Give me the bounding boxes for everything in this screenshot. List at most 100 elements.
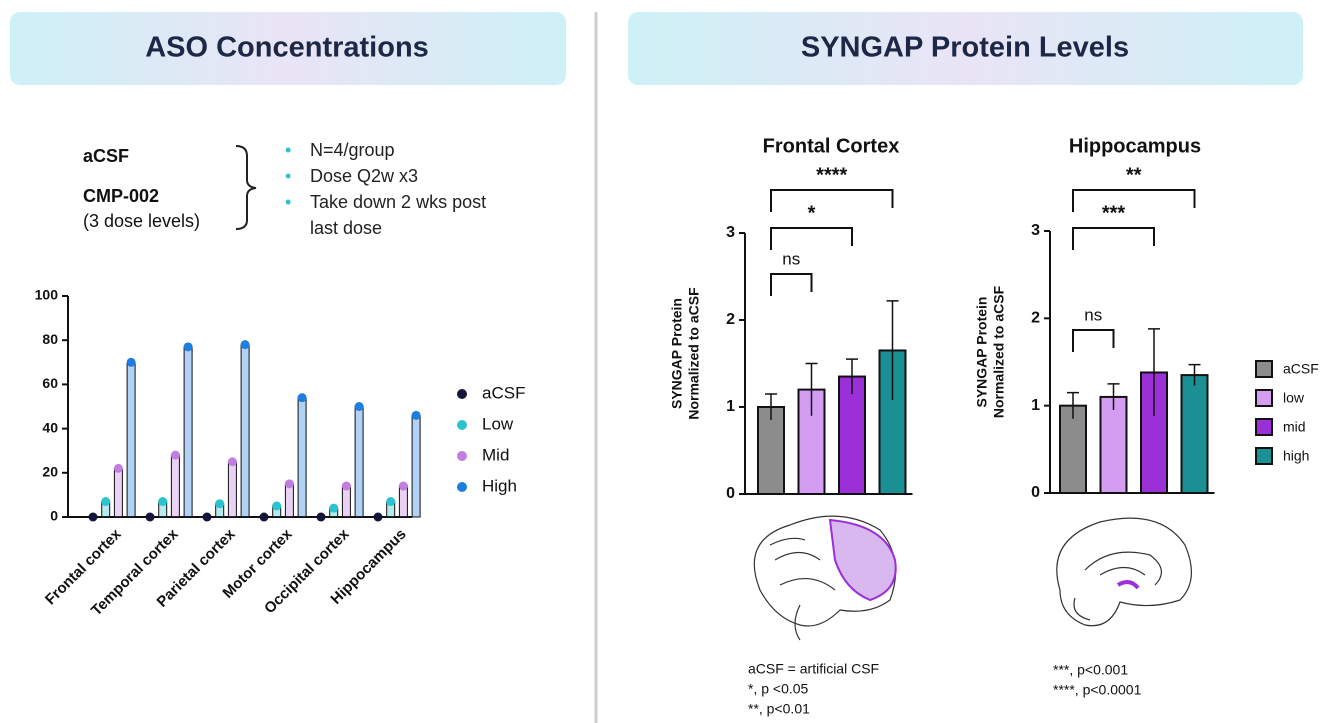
legend-marker (457, 389, 467, 399)
significance-bracket (770, 273, 813, 296)
y-tick-label: 2 (726, 311, 735, 328)
y-tick-label: 0 (1031, 484, 1040, 501)
bar-dot (297, 393, 307, 403)
bar-dot (398, 481, 408, 491)
bar (1099, 395, 1128, 494)
bar-dot (88, 512, 98, 522)
y-axis-label: SYNGAP Protein (669, 298, 685, 409)
bar-dot (126, 357, 136, 367)
footnote: ****, p<0.0001 (1053, 682, 1142, 698)
bar (878, 349, 907, 496)
bar (183, 346, 193, 518)
bar-dot (215, 499, 225, 509)
bar-dot (158, 497, 168, 507)
bar-dot (259, 512, 269, 522)
y-tick-label: 20 (42, 464, 58, 480)
brain-lateral (753, 515, 897, 641)
brain-sagittal (1056, 517, 1192, 627)
chart-title: Frontal Cortex (763, 135, 900, 157)
group-label: aCSF (83, 146, 129, 166)
footnote: ***, p<0.001 (1053, 662, 1128, 678)
significance-bracket (1072, 329, 1115, 352)
legend-label: Mid (482, 445, 509, 464)
y-tick-label: 3 (726, 224, 735, 241)
y-tick-label: 60 (42, 375, 58, 391)
bar (341, 485, 351, 518)
y-tick-label: 0 (726, 485, 735, 502)
legend-swatch (1255, 389, 1273, 407)
legend-label: mid (1283, 419, 1306, 435)
bar-dot (170, 450, 180, 460)
significance-bracket (1072, 227, 1155, 250)
y-tick-label: 3 (1031, 222, 1040, 239)
error-bar (1148, 328, 1160, 417)
bar-dot (411, 410, 421, 420)
bar (297, 397, 307, 518)
bar (284, 483, 294, 518)
bar-dot (341, 481, 351, 491)
legend-label: high (1283, 448, 1309, 464)
brace (235, 145, 257, 230)
bullet-list: N=4/group Dose Q2w x3 Take down 2 wks po… (285, 137, 495, 241)
bar (838, 375, 866, 495)
bar-dot (272, 501, 282, 511)
y-axis-label: Normalized to aCSF (686, 287, 702, 420)
legend-marker (457, 420, 467, 430)
legend-label: low (1283, 390, 1305, 406)
bar-dot (373, 512, 383, 522)
bar-dot (316, 512, 326, 522)
bar-dot (354, 402, 364, 411)
legend-label: Low (482, 414, 514, 433)
bar (354, 406, 364, 518)
bar (113, 467, 123, 518)
significance-label: **** (816, 164, 847, 186)
legend-swatch (1255, 418, 1273, 436)
legend-label: High (482, 476, 517, 495)
error-bar (765, 393, 777, 421)
significance-bracket (770, 189, 894, 212)
bar-dot (101, 497, 111, 507)
significance-bracket (1072, 189, 1196, 212)
y-tick-label: 1 (1031, 397, 1040, 414)
bar-dot (227, 457, 237, 467)
y-tick-label: 80 (42, 331, 58, 347)
legend-swatch (1255, 447, 1273, 465)
y-tick-label: 1 (726, 398, 735, 415)
significance-label: *** (1102, 202, 1126, 224)
bar (227, 461, 237, 518)
significance-label: * (808, 202, 816, 224)
group-label: CMP-002 (83, 186, 159, 206)
bullet: Dose Q2w x3 (285, 163, 495, 189)
error-bar (1107, 383, 1120, 411)
group-note: (3 dose levels) (83, 211, 200, 231)
significance-label: ** (1126, 164, 1142, 186)
legend-swatch (1255, 360, 1273, 378)
footnote: *, p <0.05 (748, 681, 809, 697)
footnote: **, p<0.01 (748, 701, 810, 717)
bar (170, 454, 180, 518)
error-bar (1067, 391, 1079, 419)
error-bar (805, 362, 818, 416)
bar-dot (113, 463, 123, 473)
bar-dot (240, 340, 250, 350)
y-tick-label: 40 (42, 419, 58, 435)
y-tick-label: 0 (50, 508, 58, 524)
y-axis-label: Normalized to aCSF (991, 285, 1007, 418)
bar (1180, 374, 1209, 495)
bar-dot (202, 512, 212, 522)
legend-marker (457, 482, 467, 492)
y-axis-label: SYNGAP Protein (974, 297, 990, 408)
bullet: N=4/group (285, 137, 495, 163)
header-box (628, 12, 1303, 85)
error-bar (1188, 363, 1201, 386)
footnote: aCSF = artificial CSF (748, 661, 879, 677)
bar-dot (386, 497, 396, 507)
bar (398, 485, 408, 518)
legend-label: aCSF (482, 383, 525, 402)
header-box (10, 12, 566, 85)
panel-title: ASO Concentrations (145, 32, 429, 64)
bar (757, 406, 785, 495)
bar-dot (145, 512, 155, 522)
chart-title: Hippocampus (1069, 135, 1201, 157)
